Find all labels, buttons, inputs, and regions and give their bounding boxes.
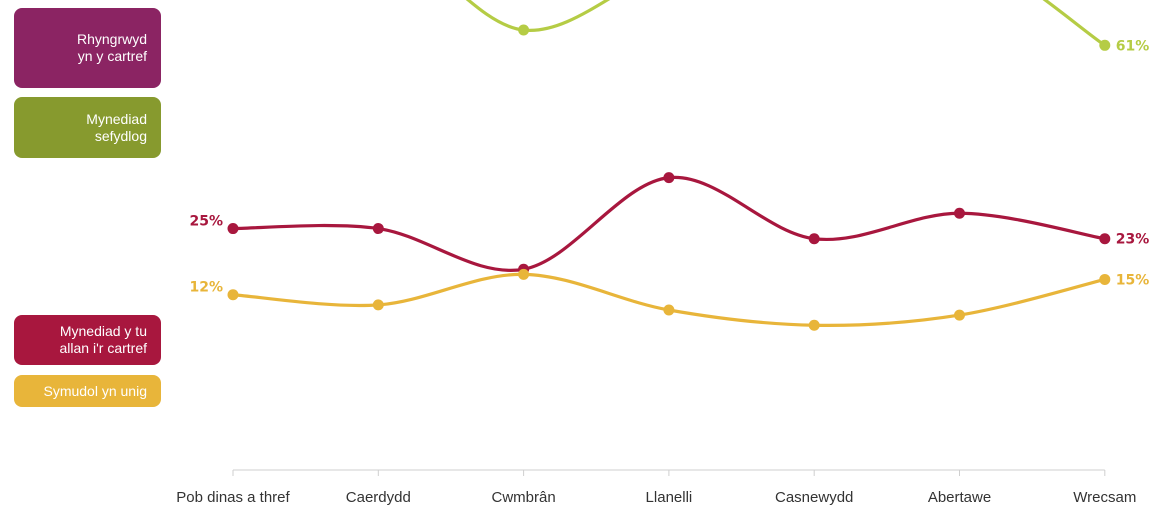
x-tick-label: Caerdydd: [346, 489, 411, 506]
series-line: [231, 272, 1107, 327]
x-tick-label: Llanelli: [646, 489, 693, 506]
data-point: [954, 207, 965, 219]
data-point: [518, 24, 530, 36]
legend-item-fixed-access: Mynediad sefydlog: [14, 97, 161, 158]
series-lines: [231, 0, 1107, 327]
data-point: [663, 304, 675, 316]
x-tick-label: Abertawe: [928, 489, 991, 506]
data-point: [1099, 39, 1111, 51]
data-point: [808, 233, 820, 245]
legend-label: Mynediad y tu allan i'r cartref: [59, 323, 147, 356]
series-points: [227, 24, 1111, 331]
data-point: [954, 309, 965, 321]
legend-item-mobile-only: Symudol yn unig: [14, 375, 161, 407]
data-label-end: 15%: [1116, 272, 1150, 288]
legend-label: Rhyngrwyd yn y cartref: [76, 31, 147, 64]
x-axis: Pob dinas a thref Caerdydd Cwmbrân Llanelli…: [176, 469, 1136, 506]
legend-item-internet-at-home: Rhyngrwyd yn y cartref: [14, 8, 161, 88]
data-label-end: 61%: [1116, 38, 1150, 54]
data-point: [663, 172, 675, 184]
legend-label: Mynediad sefydlog: [86, 110, 147, 144]
series-line: [465, 0, 1107, 47]
data-labels: 87%77%73%61%25%23%12%15%: [189, 38, 1150, 296]
legend-label: Symudol yn unig: [43, 382, 147, 399]
series-line: [231, 175, 1107, 272]
data-point: [1099, 273, 1111, 285]
data-label-start: 25%: [189, 214, 223, 230]
data-point: [808, 319, 820, 331]
data-label-end: 23%: [1116, 232, 1150, 248]
data-point: [227, 289, 239, 301]
x-tick-label: Cwmbrân: [492, 489, 556, 506]
x-tick-label: Wrecsam: [1073, 489, 1136, 506]
data-label-start: 12%: [189, 280, 223, 296]
data-point: [372, 299, 384, 311]
x-tick-label: Casnewydd: [775, 489, 853, 506]
data-point: [1099, 233, 1111, 245]
data-point: [227, 223, 239, 235]
data-point: [372, 223, 384, 235]
legend-item-outside-home-access: Mynediad y tu allan i'r cartref: [14, 315, 161, 365]
x-tick-label: Pob dinas a thref: [176, 489, 290, 506]
data-point: [518, 268, 530, 280]
